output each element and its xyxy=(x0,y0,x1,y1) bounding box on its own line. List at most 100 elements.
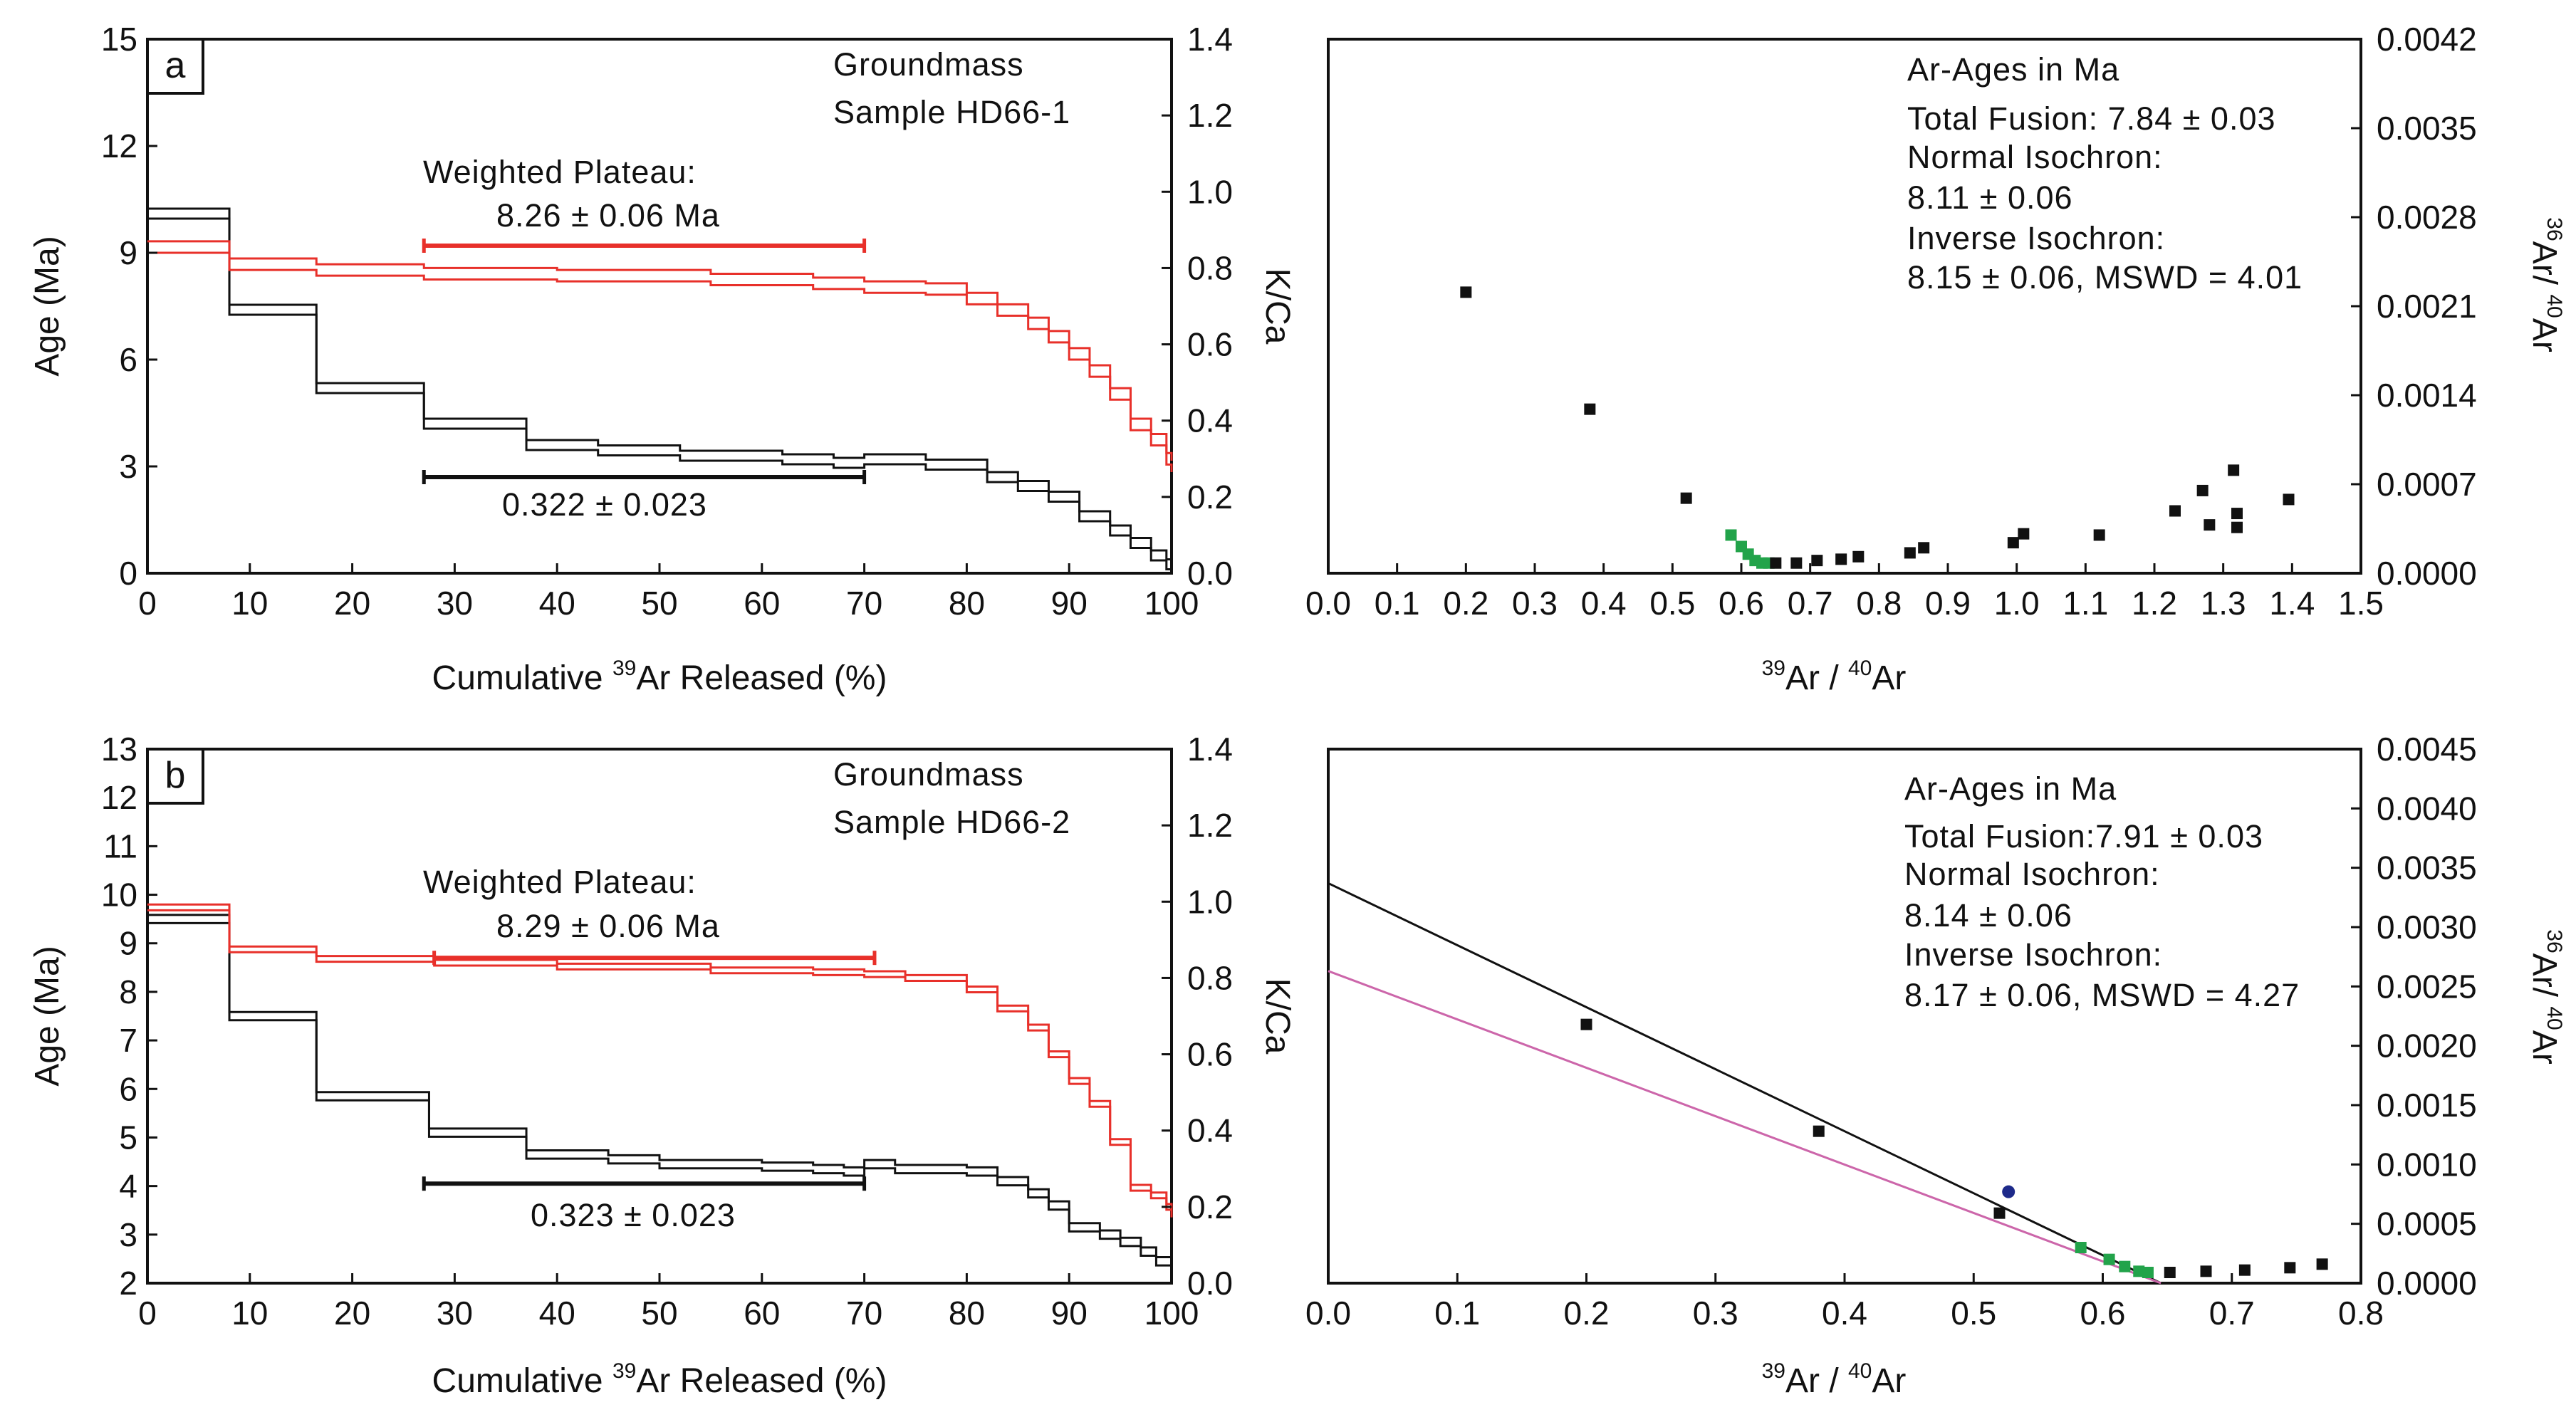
x-tick-label: 100 xyxy=(1144,1295,1199,1332)
y-tick-label: 0.0021 xyxy=(2377,288,2477,325)
isochron-info: Ar-Ages in Ma Total Fusion:7.91 ± 0.03 N… xyxy=(1904,770,2300,1013)
info-line: 8.11 ± 0.06 xyxy=(1907,179,2073,216)
chart-title: Groundmass xyxy=(833,756,1024,793)
age-step-line xyxy=(147,217,1173,575)
plateau-value: 8.26 ± 0.06 Ma xyxy=(496,197,720,234)
data-point xyxy=(2284,1262,2296,1274)
x-tick-label: 0.5 xyxy=(1951,1295,1996,1332)
y2-tick-label: 0.0 xyxy=(1187,1265,1233,1302)
x-axis-label: Cumulative 39Ar Released (%) xyxy=(432,657,887,697)
data-point-plateau xyxy=(2075,1242,2087,1253)
x-tick-label: 0.4 xyxy=(1822,1295,1867,1332)
y-tick-label: 0.0028 xyxy=(2377,199,2477,236)
isochron-fit-line xyxy=(1328,970,2162,1285)
y-tick-label: 12 xyxy=(101,127,137,164)
y2-tick-label: 0.6 xyxy=(1187,1036,1233,1073)
chart-subtitle: Sample HD66-1 xyxy=(833,94,1070,130)
panel-b-isochron: 0.0 0.1 0.2 0.3 0.4 0.5 0.6 0.7 0.80.0000 0.0005 0… xyxy=(1305,731,2566,1400)
x-tick-label: 0.2 xyxy=(1564,1295,1610,1332)
x-tick-label: 1.1 xyxy=(2063,585,2108,622)
x-tick-label: 0.8 xyxy=(1856,585,1902,622)
x-tick-label: 0 xyxy=(138,1295,157,1332)
y-axis-label: Age (Ma) xyxy=(28,236,66,376)
y2-tick-label: 0.2 xyxy=(1187,1188,1233,1225)
y2-tick-label: 1.2 xyxy=(1187,807,1233,844)
y2-tick-label: 0.0 xyxy=(1187,555,1233,592)
info-line: Inverse Isochron: xyxy=(1907,220,2165,256)
x-tick-label: 0.1 xyxy=(1434,1295,1480,1332)
y-tick-label: 0.0042 xyxy=(2377,21,2477,58)
x-tick-label: 1.2 xyxy=(2132,585,2177,622)
data-point xyxy=(2283,493,2295,506)
y-tick-label: 2 xyxy=(119,1265,137,1302)
info-line: Total Fusion:7.91 ± 0.03 xyxy=(1904,818,2263,854)
data-point xyxy=(1580,1018,1592,1030)
panel-letter-box xyxy=(146,748,204,805)
x-tick-label: 10 xyxy=(231,585,268,622)
x-tick-label: 0 xyxy=(138,585,157,622)
x-tick-label: 0.2 xyxy=(1443,585,1488,622)
y2-tick-label: 0.4 xyxy=(1187,402,1233,439)
isochron-info: Ar-Ages in Ma Total Fusion: 7.84 ± 0.03 … xyxy=(1907,51,2302,296)
y2-axis-label: K/Ca xyxy=(1258,978,1296,1055)
x-axis-label: Cumulative 39Ar Released (%) xyxy=(432,1359,887,1400)
data-point xyxy=(1852,550,1865,563)
x-tick-label: 90 xyxy=(1051,585,1088,622)
y-tick-label: 11 xyxy=(103,827,137,864)
y-tick-label: 0 xyxy=(119,555,137,592)
data-point xyxy=(1584,403,1596,415)
data-point xyxy=(2231,508,2243,520)
y-tick-label: 5 xyxy=(119,1119,137,1156)
y2-tick-label: 0.6 xyxy=(1187,326,1233,363)
y-tick-label: 0.0040 xyxy=(2377,790,2477,827)
y-tick-label: 4 xyxy=(119,1168,137,1205)
x-tick-label: 40 xyxy=(539,585,575,622)
data-point xyxy=(2204,519,2216,531)
data-point-plateau xyxy=(2103,1253,2115,1265)
y-tick-label: 10 xyxy=(101,877,137,914)
y2-tick-label: 1.2 xyxy=(1187,97,1233,134)
y-tick-label: 0.0045 xyxy=(2377,731,2477,768)
data-point-plateau xyxy=(1725,529,1737,541)
x-tick-label: 60 xyxy=(744,1295,780,1332)
x-axis-label: 39Ar / 40Ar xyxy=(1762,657,1907,697)
x-tick-label: 20 xyxy=(334,585,370,622)
y2-tick-label: 0.4 xyxy=(1187,1112,1233,1149)
y2-tick-label: 1.0 xyxy=(1187,173,1233,210)
y-tick-label: 8 xyxy=(119,973,137,1010)
panel-a-isochron: 0.0 0.1 0.2 0.3 0.4 0.5 0.6 0.7 0.8 0.9 1.0 1.1 1.2 1… xyxy=(1305,21,2566,697)
y-tick-label: 0.0010 xyxy=(2377,1146,2477,1183)
x-tick-label: 90 xyxy=(1051,1295,1088,1332)
data-point xyxy=(2093,529,2105,541)
isochron-fit-line xyxy=(1328,882,2162,1285)
y-tick-label: 3 xyxy=(119,448,137,485)
x-tick-label: 0.4 xyxy=(1581,585,1627,622)
y2-tick-label: 0.8 xyxy=(1187,249,1233,286)
y2-tick-label: 1.4 xyxy=(1187,731,1233,768)
chart-subtitle: Sample HD66-2 xyxy=(833,804,1070,840)
x-tick-label: 0.6 xyxy=(1719,585,1764,622)
y-tick-label: 12 xyxy=(101,779,137,816)
x-tick-label: 60 xyxy=(744,585,780,622)
y-tick-label: 0.0005 xyxy=(2377,1206,2477,1243)
data-point xyxy=(2238,1264,2251,1276)
info-line: 8.17 ± 0.06, MSWD = 4.27 xyxy=(1904,977,2300,1013)
data-point xyxy=(1680,492,1692,504)
y2-tick-label: 1.4 xyxy=(1187,21,1233,58)
x-tick-label: 0.6 xyxy=(2080,1295,2126,1332)
data-point xyxy=(1770,557,1782,569)
data-point-plateau xyxy=(2119,1260,2131,1272)
y-axis-label: 36Ar/ 40Ar xyxy=(2525,217,2566,352)
data-point xyxy=(1835,553,1847,565)
age-step-line xyxy=(147,914,1173,1265)
kca-step-line xyxy=(147,240,1173,461)
data-point xyxy=(2228,464,2240,476)
y-tick-label: 6 xyxy=(119,341,137,378)
y-tick-label: 9 xyxy=(119,925,137,962)
info-line: Ar-Ages in Ma xyxy=(1907,51,2119,88)
data-point xyxy=(1904,547,1916,559)
panel-letter: b xyxy=(165,755,186,796)
data-point xyxy=(2231,521,2243,533)
x-tick-label: 70 xyxy=(846,585,882,622)
